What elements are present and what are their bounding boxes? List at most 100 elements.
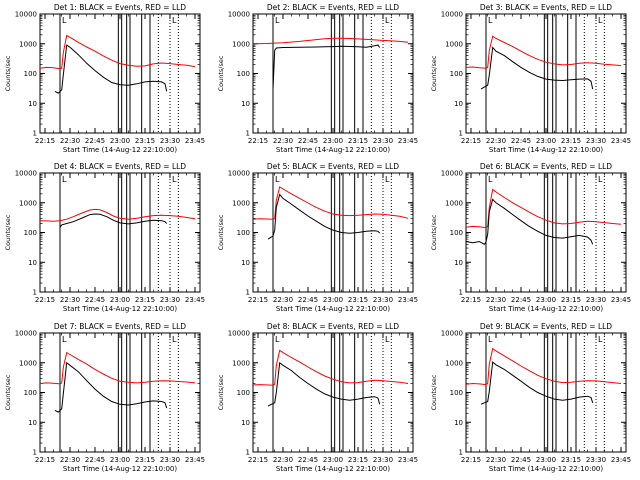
x-tick-label: 23:30 bbox=[160, 456, 180, 464]
series-lld bbox=[465, 35, 622, 69]
series-lld bbox=[252, 37, 409, 45]
x-axis-label: Start Time (14-Aug-12 22:10:00) bbox=[276, 146, 390, 154]
x-tick-label: 23:30 bbox=[373, 456, 393, 464]
y-tick-label: 10 bbox=[241, 259, 250, 267]
y-tick-label: 100 bbox=[450, 70, 463, 78]
x-tick-label: 23:15 bbox=[561, 456, 581, 464]
panel-5: Det 5: BLACK = Events, RED = LLD 1 10 100 10… bbox=[217, 162, 418, 313]
panel-9: Det 9: BLACK = Events, RED = LLD 1 10 100 10… bbox=[430, 322, 631, 473]
y-tick-label: 100 bbox=[24, 70, 37, 78]
y-tick-label: 1 bbox=[246, 289, 250, 297]
plot-frame bbox=[252, 332, 414, 453]
y-tick-label: 100 bbox=[24, 389, 37, 397]
x-tick-label: 23:00 bbox=[536, 137, 556, 145]
x-tick-label: 22:15 bbox=[248, 137, 268, 145]
y-tick-label: 100 bbox=[237, 389, 250, 397]
panel-title: Det 2: BLACK = Events, RED = LLD bbox=[267, 3, 399, 12]
series-events bbox=[267, 193, 381, 240]
x-tick-label: 22:45 bbox=[511, 456, 531, 464]
x-tick-label: 22:45 bbox=[298, 456, 318, 464]
panel-title: Det 9: BLACK = Events, RED = LLD bbox=[480, 322, 612, 331]
y-tick-label: 10 bbox=[454, 100, 463, 108]
x-tick-label: 23:30 bbox=[586, 296, 606, 304]
x-tick-label: 23:00 bbox=[110, 296, 130, 304]
y-tick-label: 10000 bbox=[15, 11, 37, 19]
x-tick-label: 23:00 bbox=[323, 456, 343, 464]
x-tick-label: 22:30 bbox=[486, 137, 506, 145]
marker-label: L bbox=[385, 175, 390, 184]
x-tick-label: 23:30 bbox=[160, 296, 180, 304]
panel-title: Det 7: BLACK = Events, RED = LLD bbox=[54, 322, 186, 331]
y-tick-label: 10000 bbox=[441, 330, 463, 338]
x-tick-label: 23:30 bbox=[586, 137, 606, 145]
y-axis-label: Counts/sec bbox=[217, 214, 225, 250]
series-lld bbox=[465, 347, 622, 386]
x-tick-label: 23:15 bbox=[135, 137, 155, 145]
plot-frame bbox=[465, 13, 627, 134]
x-tick-label: 23:45 bbox=[611, 137, 631, 145]
series-events bbox=[480, 46, 594, 90]
marker-label: L bbox=[275, 16, 280, 25]
x-axis-label: Start Time (14-Aug-12 22:10:00) bbox=[63, 465, 177, 473]
y-tick-label: 10 bbox=[28, 100, 37, 108]
y-tick-label: 1000 bbox=[19, 199, 37, 207]
y-axis-label: Counts/sec bbox=[4, 374, 12, 410]
y-tick-label: 1 bbox=[246, 449, 250, 457]
marker-label: L bbox=[62, 335, 67, 344]
x-tick-label: 23:30 bbox=[373, 296, 393, 304]
series-events bbox=[267, 361, 381, 407]
y-tick-label: 10000 bbox=[15, 330, 37, 338]
x-axis-label: Start Time (14-Aug-12 22:10:00) bbox=[63, 146, 177, 154]
x-tick-label: 23:00 bbox=[323, 137, 343, 145]
y-axis-label: Counts/sec bbox=[4, 55, 12, 91]
series-lld bbox=[39, 208, 196, 222]
y-axis-label: Counts/sec bbox=[430, 374, 438, 410]
series-lld bbox=[252, 349, 409, 386]
panel-4: Det 4: BLACK = Events, RED = LLD 1 10 100 10… bbox=[4, 162, 205, 313]
panel-2: Det 2: BLACK = Events, RED = LLD 1 10 100 10… bbox=[217, 3, 418, 154]
series-events bbox=[54, 361, 168, 413]
x-tick-label: 23:30 bbox=[373, 137, 393, 145]
y-tick-label: 10 bbox=[28, 419, 37, 427]
x-tick-label: 22:30 bbox=[273, 137, 293, 145]
x-tick-label: 22:45 bbox=[511, 137, 531, 145]
x-tick-label: 22:45 bbox=[298, 137, 318, 145]
marker-label: L bbox=[598, 335, 603, 344]
y-tick-label: 100 bbox=[450, 229, 463, 237]
marker-label: L bbox=[385, 16, 390, 25]
marker-label: L bbox=[172, 16, 177, 25]
x-tick-label: 22:15 bbox=[461, 456, 481, 464]
y-tick-label: 1 bbox=[459, 289, 463, 297]
x-tick-label: 23:45 bbox=[611, 296, 631, 304]
x-axis-label: Start Time (14-Aug-12 22:10:00) bbox=[489, 465, 603, 473]
x-tick-label: 23:15 bbox=[348, 456, 368, 464]
marker-label: L bbox=[172, 335, 177, 344]
x-tick-label: 22:15 bbox=[35, 456, 55, 464]
series-lld bbox=[465, 188, 622, 229]
y-tick-label: 1000 bbox=[445, 40, 463, 48]
y-tick-label: 1000 bbox=[445, 359, 463, 367]
x-tick-label: 23:45 bbox=[398, 296, 418, 304]
plot-frame bbox=[252, 172, 414, 293]
y-tick-label: 1000 bbox=[445, 199, 463, 207]
x-tick-label: 23:15 bbox=[561, 296, 581, 304]
x-tick-label: 23:15 bbox=[348, 296, 368, 304]
panel-title: Det 5: BLACK = Events, RED = LLD bbox=[267, 162, 399, 171]
series-events bbox=[59, 213, 168, 228]
y-tick-label: 10 bbox=[241, 419, 250, 427]
marker-label: L bbox=[172, 175, 177, 184]
x-axis-label: Start Time (14-Aug-12 22:10:00) bbox=[63, 305, 177, 313]
marker-label: L bbox=[385, 335, 390, 344]
x-tick-label: 23:15 bbox=[135, 296, 155, 304]
series-lld bbox=[252, 186, 409, 220]
plot-frame bbox=[465, 172, 627, 293]
y-tick-label: 1000 bbox=[19, 359, 37, 367]
x-tick-label: 23:15 bbox=[135, 456, 155, 464]
x-tick-label: 23:45 bbox=[611, 456, 631, 464]
y-tick-label: 100 bbox=[450, 389, 463, 397]
x-axis-label: Start Time (14-Aug-12 22:10:00) bbox=[276, 305, 390, 313]
x-axis-label: Start Time (14-Aug-12 22:10:00) bbox=[276, 465, 390, 473]
x-tick-label: 23:15 bbox=[348, 137, 368, 145]
marker-label: L bbox=[488, 175, 493, 184]
x-tick-label: 23:45 bbox=[398, 456, 418, 464]
